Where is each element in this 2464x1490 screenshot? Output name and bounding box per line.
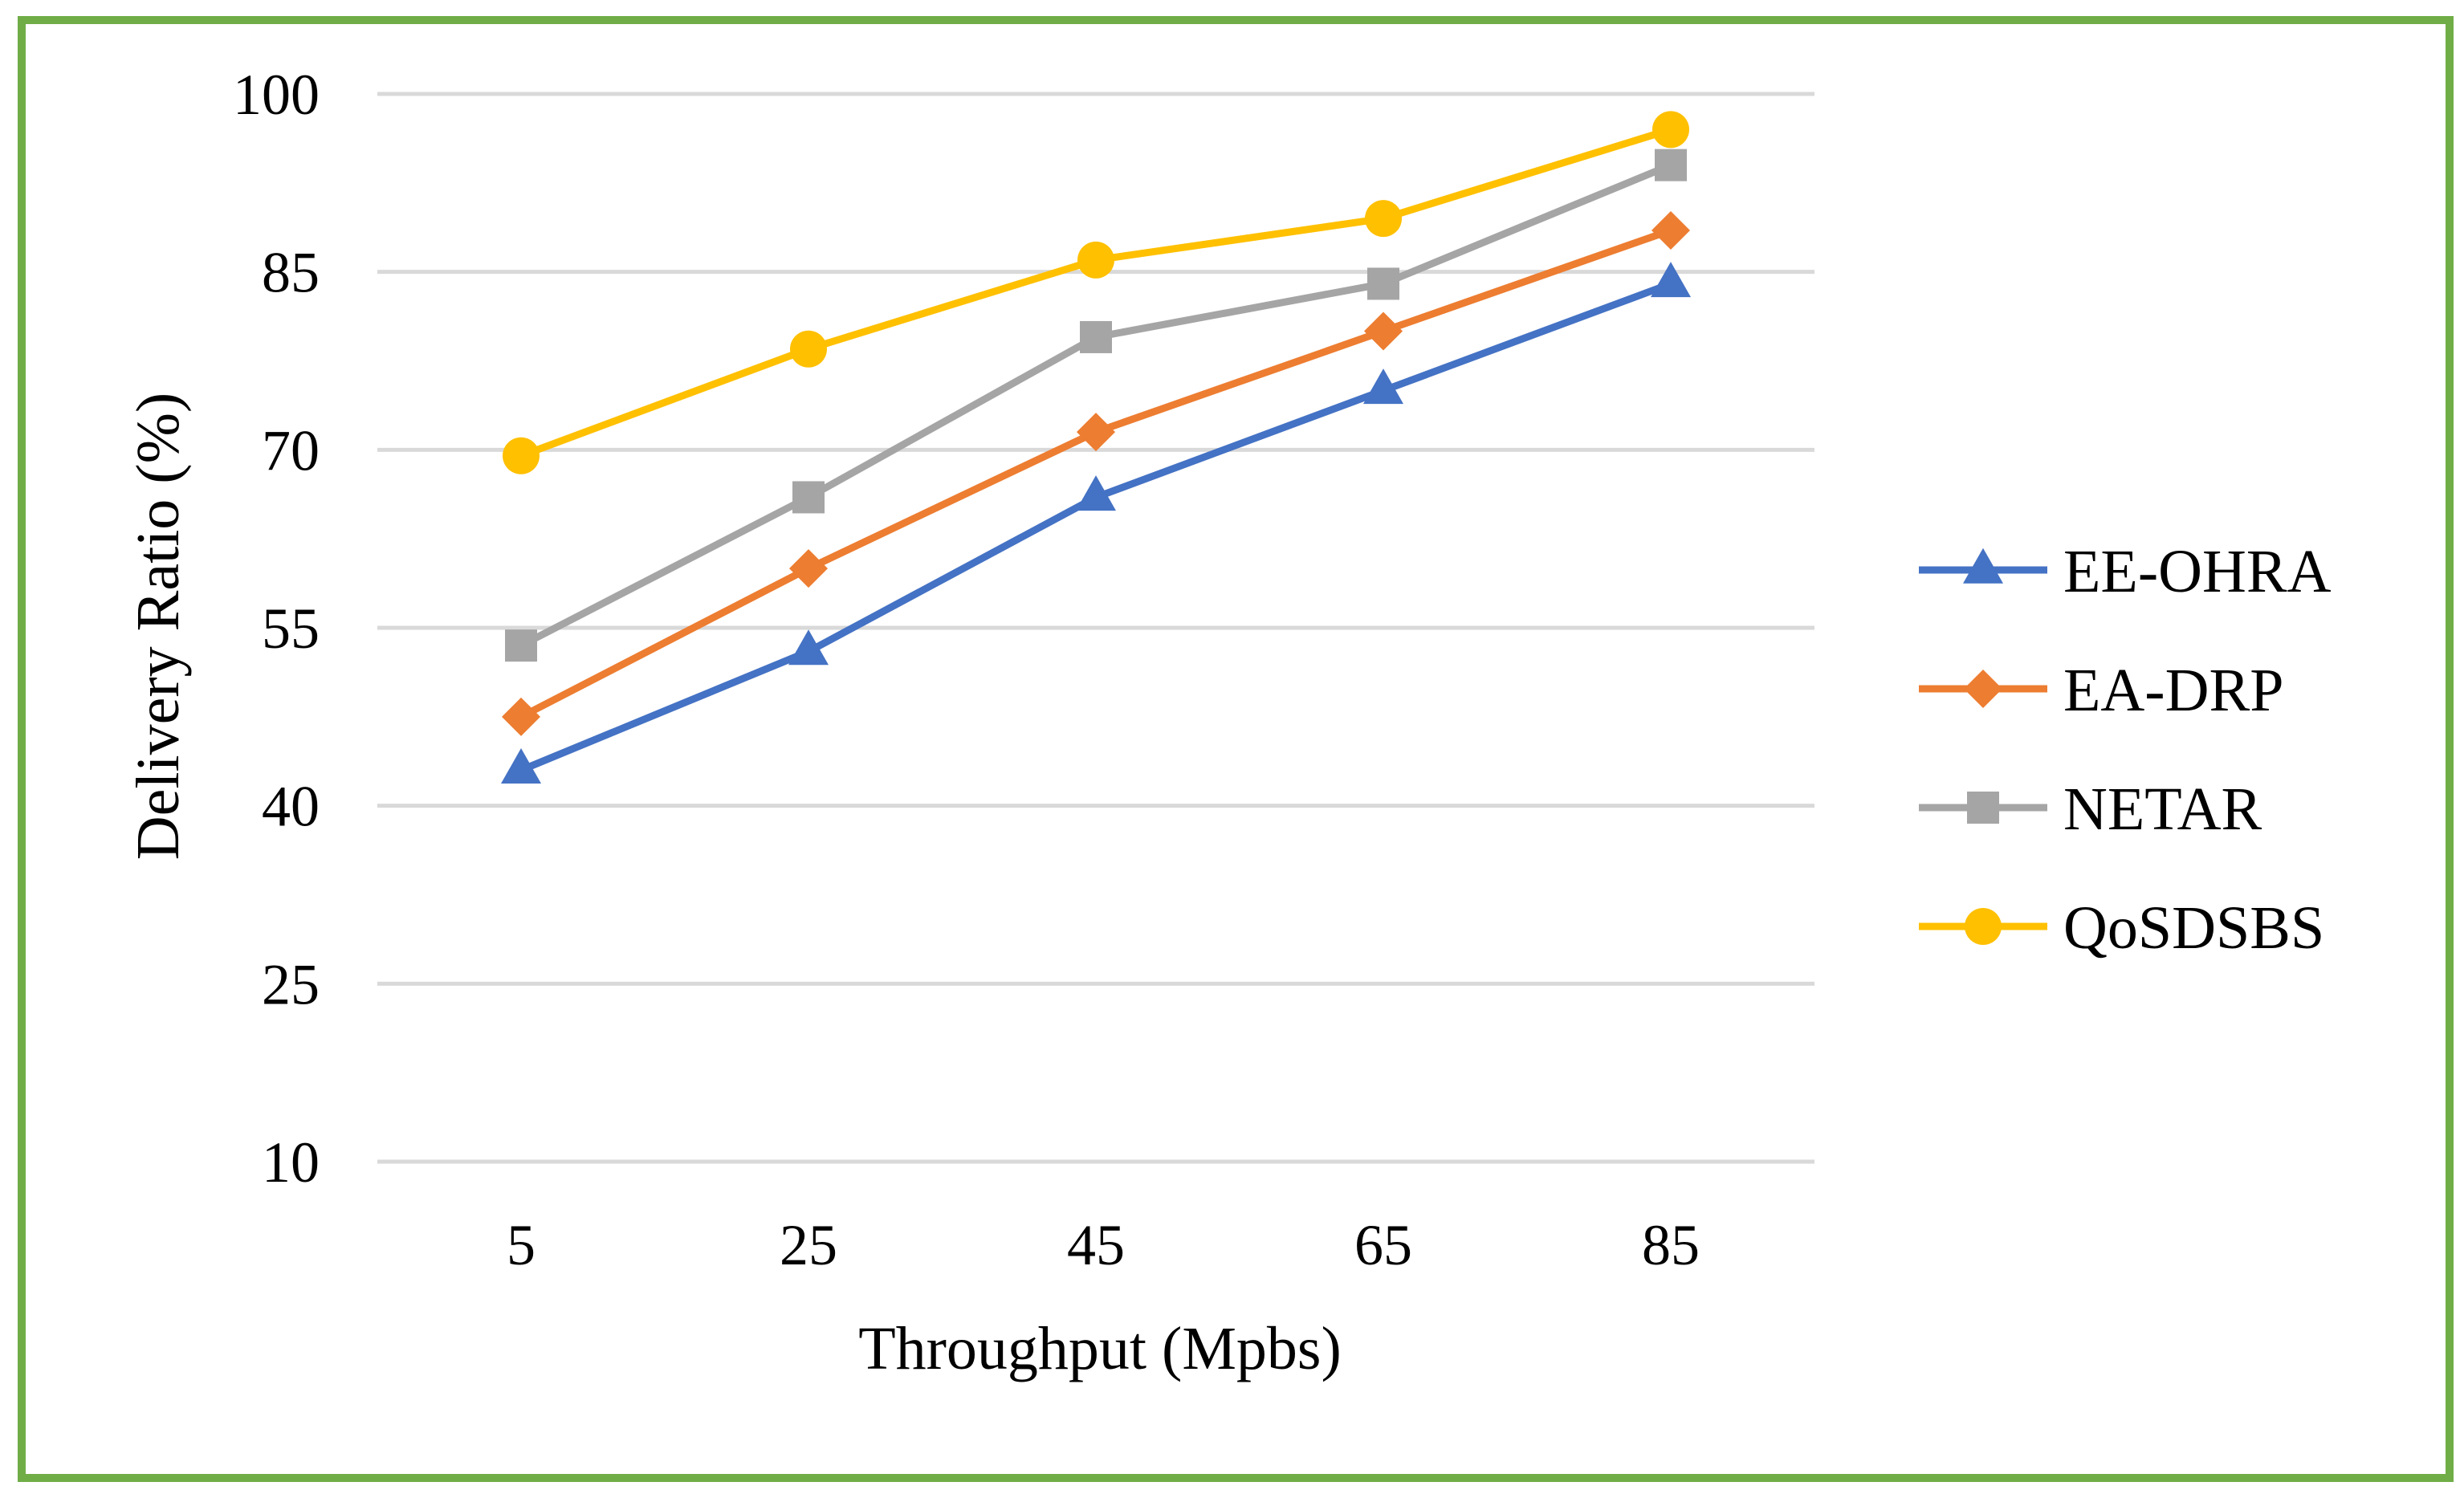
series-ee-ohra (501, 262, 1691, 784)
data-point (503, 437, 540, 474)
legend-label: EA-DRP (2063, 657, 2283, 724)
data-point (1077, 241, 1114, 279)
y-tick-label: 10 (262, 1130, 320, 1195)
data-point (789, 549, 828, 588)
series-ea-drp (502, 210, 1690, 736)
data-point (501, 748, 541, 784)
series-qosdsbs (503, 111, 1689, 474)
x-tick-label: 45 (1067, 1213, 1125, 1277)
x-tick-label: 65 (1354, 1213, 1412, 1277)
legend-item: EE-OHRA (1919, 538, 2332, 605)
data-point (790, 330, 827, 368)
data-point (788, 629, 829, 666)
y-tick-label: 55 (262, 596, 320, 661)
legend-item: NETAR (1919, 776, 2262, 843)
data-point (1364, 311, 1403, 351)
grid-lines (377, 92, 1814, 1164)
data-point (1077, 413, 1115, 452)
x-axis-title: Throughput (Mpbs) (858, 1315, 1342, 1382)
y-axis-ticks: 10 25 40 55 70 85 100 (233, 63, 320, 1195)
x-axis-ticks: 5 25 45 65 85 (507, 1213, 1700, 1277)
series-line (517, 279, 1675, 774)
legend-label: QoSDSBS (2063, 894, 2324, 962)
y-axis-title: Delivery Ratio (%) (124, 393, 192, 860)
series-line (517, 161, 1675, 649)
legend-label: EE-OHRA (2063, 538, 2332, 605)
data-point (1076, 475, 1116, 511)
data-point (502, 697, 540, 736)
x-tick-label: 5 (507, 1213, 536, 1277)
x-tick-label: 85 (1642, 1213, 1700, 1277)
series-line (517, 226, 1675, 721)
data-point (1651, 210, 1690, 250)
chart-frame (18, 16, 2454, 1482)
data-point (505, 629, 537, 662)
data-point (1080, 320, 1112, 353)
data-point (1365, 200, 1402, 238)
data-point (1652, 111, 1689, 149)
legend-swatch-marker (1967, 792, 1999, 824)
y-tick-label: 40 (262, 775, 320, 839)
legend-item: QoSDSBS (1919, 894, 2324, 962)
legend: EE-OHRA EA-DRP NETAR QoSDSBS (1919, 538, 2332, 962)
data-point (1367, 267, 1399, 300)
series-netar (505, 149, 1687, 662)
legend-item: EA-DRP (1919, 657, 2283, 724)
legend-swatch-marker (1965, 908, 2002, 945)
y-tick-label: 85 (262, 241, 320, 305)
y-tick-label: 25 (262, 952, 320, 1016)
data-point (792, 481, 825, 514)
legend-label: NETAR (2063, 776, 2262, 843)
x-tick-label: 25 (780, 1213, 837, 1277)
y-tick-label: 100 (233, 63, 320, 127)
data-point (1651, 262, 1691, 298)
legend-swatch-marker (1963, 548, 2003, 584)
data-point (1363, 368, 1403, 405)
data-point (1655, 149, 1687, 181)
y-tick-label: 70 (262, 418, 320, 482)
legend-swatch-marker (1964, 670, 2002, 708)
series-group (501, 111, 1691, 784)
